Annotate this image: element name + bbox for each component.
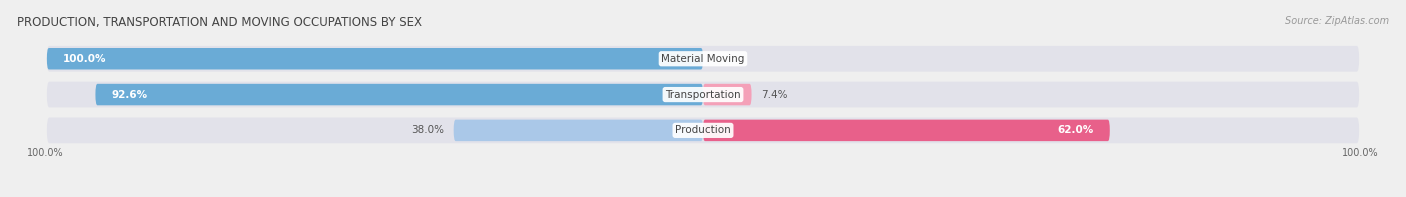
FancyBboxPatch shape — [454, 120, 703, 141]
Text: Production: Production — [675, 125, 731, 135]
Text: Source: ZipAtlas.com: Source: ZipAtlas.com — [1285, 16, 1389, 26]
FancyBboxPatch shape — [46, 117, 1360, 143]
Text: 100.0%: 100.0% — [1343, 148, 1379, 158]
Text: Material Moving: Material Moving — [661, 54, 745, 64]
Text: 7.4%: 7.4% — [762, 90, 787, 99]
FancyBboxPatch shape — [703, 84, 752, 105]
Text: 62.0%: 62.0% — [1057, 125, 1094, 135]
FancyBboxPatch shape — [703, 120, 1109, 141]
Text: 92.6%: 92.6% — [112, 90, 148, 99]
Text: PRODUCTION, TRANSPORTATION AND MOVING OCCUPATIONS BY SEX: PRODUCTION, TRANSPORTATION AND MOVING OC… — [17, 16, 422, 29]
FancyBboxPatch shape — [96, 84, 703, 105]
Text: 38.0%: 38.0% — [411, 125, 444, 135]
Text: 100.0%: 100.0% — [63, 54, 107, 64]
Text: 100.0%: 100.0% — [27, 148, 63, 158]
Text: Transportation: Transportation — [665, 90, 741, 99]
FancyBboxPatch shape — [46, 48, 703, 70]
FancyBboxPatch shape — [46, 82, 1360, 107]
FancyBboxPatch shape — [46, 46, 1360, 72]
